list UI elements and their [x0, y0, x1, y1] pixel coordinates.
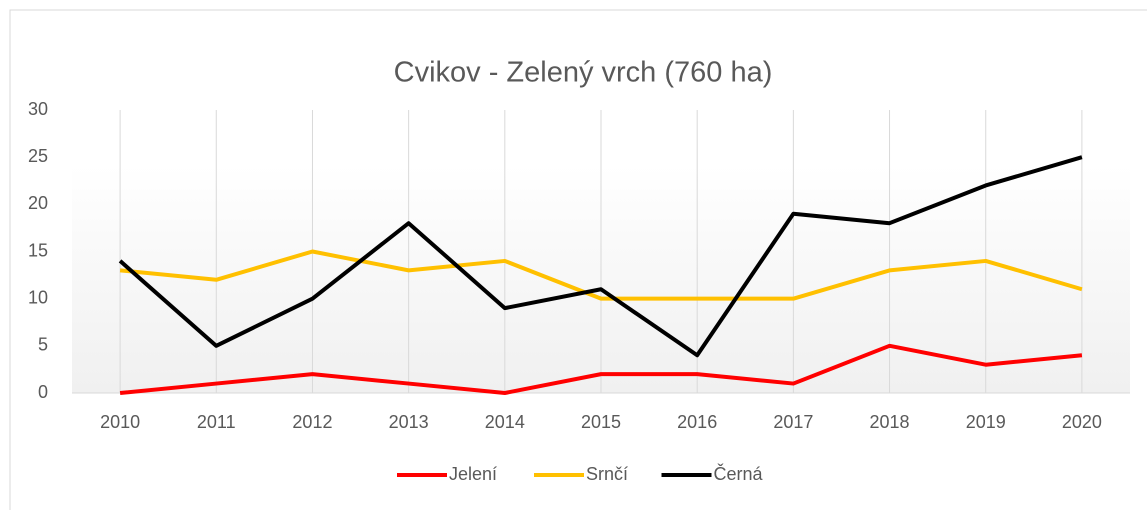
x-tick-label: 2020 [1062, 412, 1102, 432]
y-tick-label: 15 [28, 240, 48, 260]
x-tick-label: 2012 [292, 412, 332, 432]
x-tick-label: 2018 [870, 412, 910, 432]
series-line [118, 155, 1083, 358]
legend-label: Jelení [449, 464, 497, 484]
y-tick-label: 10 [28, 287, 48, 307]
x-tick-label: 2015 [581, 412, 621, 432]
legend-label: Černá [714, 463, 764, 484]
y-tick-label: 30 [28, 99, 48, 119]
y-tick-label: 25 [28, 146, 48, 166]
y-tick-label: 0 [38, 382, 48, 402]
x-tick-label: 2011 [197, 412, 236, 432]
x-tick-label: 2016 [677, 412, 717, 432]
x-tick-label: 2010 [100, 412, 140, 432]
x-tick-label: 2013 [389, 412, 429, 432]
y-tick-label: 20 [28, 193, 48, 213]
y-tick-label: 5 [38, 335, 48, 355]
x-tick-label: 2019 [966, 412, 1006, 432]
legend-label: Srnčí [586, 464, 628, 484]
x-tick-label: 2017 [773, 412, 813, 432]
x-tick-label: 2014 [485, 412, 525, 432]
chart-title: Cvikov - Zelený vrch (760 ha) [394, 57, 773, 89]
series-line [119, 343, 1083, 395]
series-line [119, 249, 1083, 301]
